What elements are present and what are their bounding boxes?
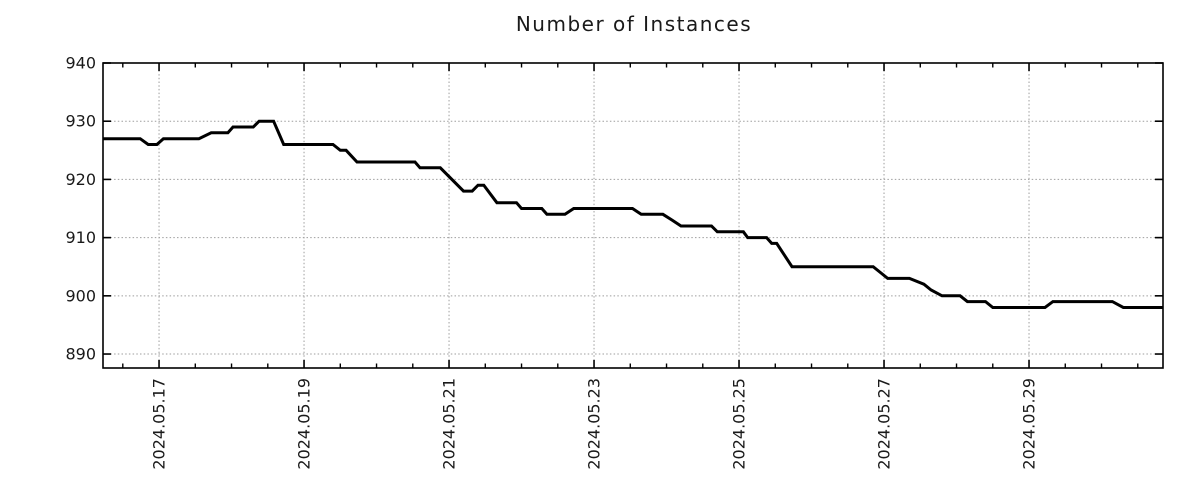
y-tick-label: 920 <box>65 170 96 189</box>
chart-title: Number of Instances <box>516 12 752 36</box>
x-tick-label: 2024.05.17 <box>150 378 169 470</box>
x-tick-label: 2024.05.27 <box>875 378 894 470</box>
y-tick-label: 890 <box>65 345 96 364</box>
x-tick-label: 2024.05.25 <box>730 378 749 470</box>
plot-border <box>102 62 1164 369</box>
data-series <box>103 119 1164 309</box>
y-tick-label: 910 <box>65 228 96 247</box>
plot-frame <box>102 62 1164 369</box>
y-tick-label: 940 <box>65 54 96 73</box>
y-tick-label: 900 <box>65 286 96 305</box>
axis-ticks <box>103 62 1163 368</box>
axis-labels: 890 900 910 920 930 940 2024.05.17 2024.05.19 20… <box>65 54 1038 470</box>
x-tick-label: 2024.05.19 <box>295 378 314 470</box>
x-tick-label: 2024.05.21 <box>440 378 459 470</box>
grid-lines <box>103 62 1163 368</box>
series-instances-line <box>103 119 1164 309</box>
x-tick-label: 2024.05.23 <box>585 378 604 470</box>
y-tick-label: 930 <box>65 112 96 131</box>
x-tick-label: 2024.05.29 <box>1020 378 1039 470</box>
